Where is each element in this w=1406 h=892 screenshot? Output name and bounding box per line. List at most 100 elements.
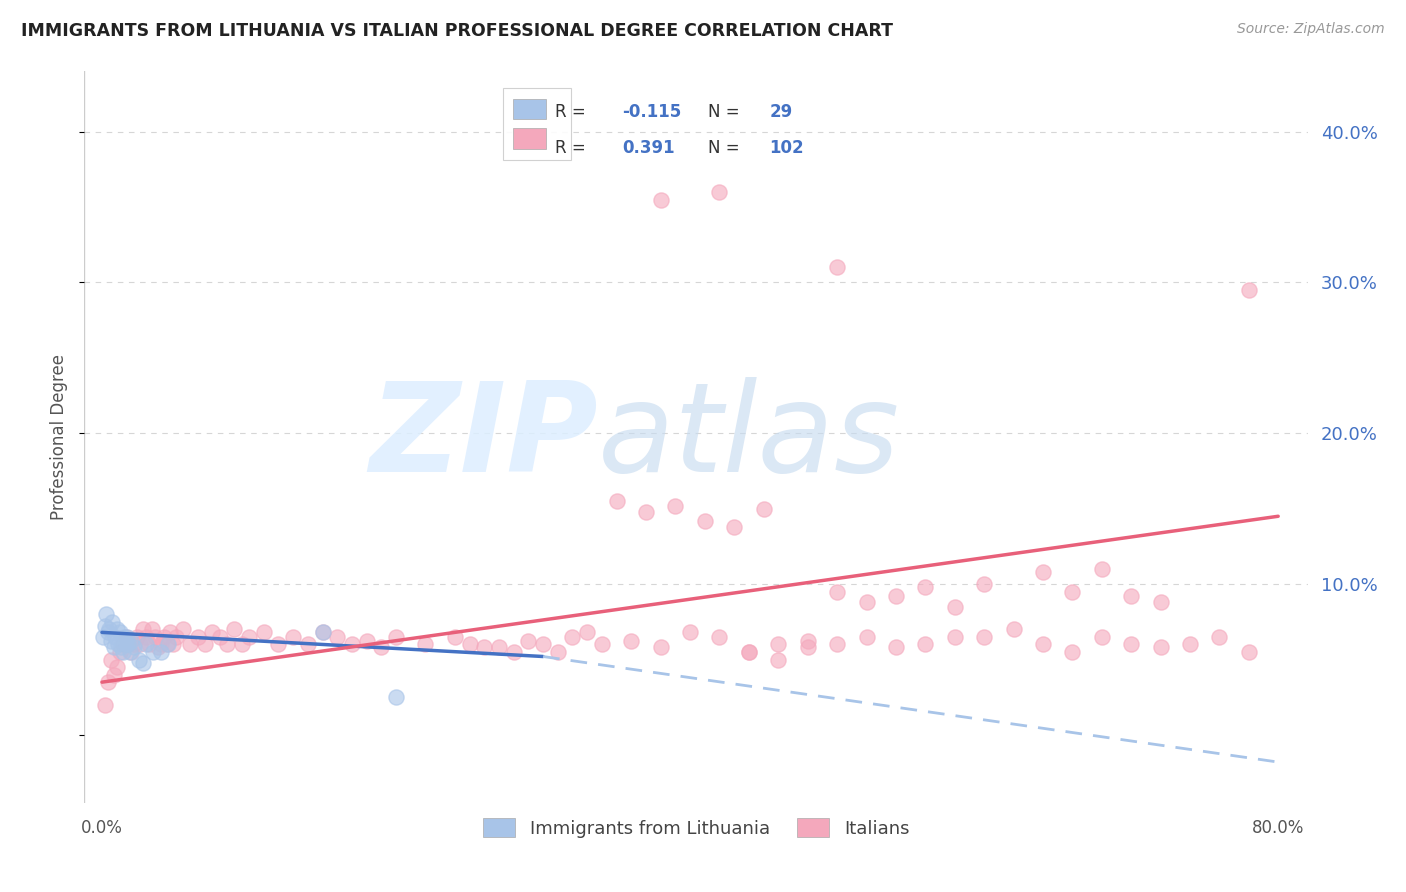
Text: Source: ZipAtlas.com: Source: ZipAtlas.com (1237, 22, 1385, 37)
Point (385, 690, 408, 705)
Point (224, 623, 246, 637)
Point (1178, 637, 1201, 651)
Point (884, 640, 907, 655)
Point (118, 645, 141, 659)
Point (96, 607, 118, 622)
Point (97, 675, 120, 690)
Point (620, 634, 643, 648)
Point (356, 634, 378, 648)
Point (385, 630, 408, 644)
Point (135, 630, 157, 644)
Point (117, 637, 139, 651)
Point (561, 630, 583, 644)
Text: IMMIGRANTS FROM LITHUANIA VS ITALIAN PROFESSIONAL DEGREE CORRELATION CHART: IMMIGRANTS FROM LITHUANIA VS ITALIAN PRO… (21, 22, 893, 40)
Point (709, 185, 731, 199)
Point (855, 630, 877, 644)
Point (796, 640, 818, 655)
Point (679, 625, 702, 640)
Point (606, 494, 628, 508)
Point (1062, 584, 1084, 599)
Point (143, 630, 166, 644)
Point (215, 637, 238, 651)
Point (768, 637, 790, 651)
Point (502, 645, 524, 659)
Point (634, 505, 657, 519)
Point (105, 623, 128, 637)
Point (1091, 630, 1114, 644)
Point (796, 634, 818, 648)
Point (115, 630, 138, 644)
Point (693, 514, 716, 528)
Point (128, 652, 150, 666)
Point (1149, 595, 1171, 609)
Point (194, 637, 217, 651)
Point (162, 637, 184, 651)
Point (415, 637, 437, 651)
Point (103, 640, 125, 655)
Point (444, 630, 467, 644)
Point (825, 637, 848, 651)
Text: 102: 102 (769, 139, 804, 157)
Point (1121, 637, 1143, 651)
Point (768, 652, 790, 666)
Point (124, 637, 146, 651)
Text: N =: N = (709, 139, 745, 157)
Point (135, 637, 157, 651)
Point (752, 501, 775, 516)
Point (98, 623, 121, 637)
Point (97, 625, 120, 640)
Point (517, 634, 540, 648)
Point (172, 623, 194, 637)
Point (101, 615, 124, 629)
Point (311, 625, 333, 640)
Point (179, 637, 201, 651)
Point (108, 645, 131, 659)
Point (105, 660, 128, 674)
Point (281, 630, 304, 644)
Point (201, 625, 224, 640)
Point (117, 637, 139, 651)
Point (112, 630, 135, 644)
Point (208, 630, 231, 644)
Y-axis label: Professional Degree: Professional Degree (51, 354, 69, 520)
Point (108, 625, 131, 640)
Point (738, 645, 761, 659)
Point (138, 637, 160, 651)
Point (973, 630, 995, 644)
Point (709, 630, 731, 644)
Point (943, 599, 966, 614)
Point (129, 637, 152, 651)
Point (472, 640, 495, 655)
Point (340, 637, 363, 651)
Text: 29: 29 (769, 103, 793, 120)
Point (111, 637, 134, 651)
Point (370, 640, 392, 655)
Point (458, 637, 481, 651)
Point (187, 630, 209, 644)
Point (238, 630, 260, 644)
Point (152, 630, 174, 644)
Point (94, 619, 117, 633)
Point (738, 645, 761, 659)
Point (326, 630, 349, 644)
Text: R =: R = (555, 103, 592, 120)
Point (253, 625, 276, 640)
Point (149, 645, 172, 659)
Point (146, 640, 169, 655)
Point (124, 640, 146, 655)
Point (120, 645, 142, 659)
Point (591, 637, 613, 651)
Point (650, 193, 672, 207)
Point (723, 520, 745, 534)
Point (1002, 623, 1025, 637)
Text: R =: R = (555, 139, 592, 157)
Point (825, 584, 848, 599)
Point (100, 652, 122, 666)
Point (531, 637, 554, 651)
Point (576, 625, 599, 640)
Point (156, 637, 179, 651)
Point (943, 630, 966, 644)
Point (1062, 645, 1084, 659)
Point (132, 623, 155, 637)
Text: N =: N = (709, 103, 745, 120)
